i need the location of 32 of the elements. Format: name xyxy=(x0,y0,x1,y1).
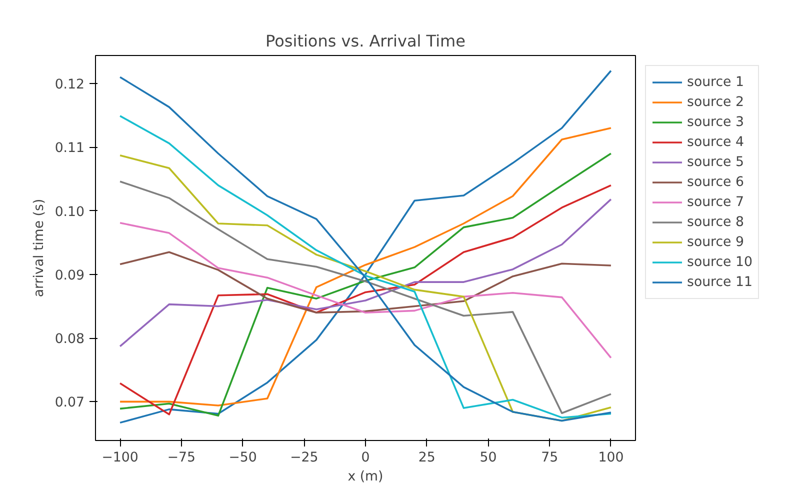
x-tick-label: 25 xyxy=(418,450,436,466)
x-tick-label: 0 xyxy=(361,450,370,466)
y-axis-title: arrival time (s) xyxy=(32,198,47,298)
x-tick-label: 75 xyxy=(541,450,558,466)
line-series xyxy=(119,222,612,359)
legend-label: source 7 xyxy=(687,194,744,210)
x-tick-label: −50 xyxy=(228,450,257,466)
chart-title: Positions vs. Arrival Time xyxy=(266,32,466,50)
x-tick-label: −25 xyxy=(290,450,318,466)
legend-label: source 8 xyxy=(687,214,744,230)
x-tick-label: −75 xyxy=(167,450,196,466)
y-tick-label: 0.10 xyxy=(54,204,85,220)
x-tick-label: 100 xyxy=(598,450,624,466)
legend-label: source 2 xyxy=(687,94,744,110)
y-tick-label: 0.11 xyxy=(54,141,85,156)
line-series xyxy=(119,198,612,348)
legend-label: source 11 xyxy=(687,274,752,290)
y-tick-label: 0.12 xyxy=(54,78,85,92)
line-series xyxy=(119,251,612,314)
y-tick-label: 0.07 xyxy=(54,396,85,411)
legend-label: source 3 xyxy=(687,114,744,130)
x-tick-label: −100 xyxy=(102,450,138,466)
y-tick-label: 0.09 xyxy=(54,268,85,284)
legend-label: source 10 xyxy=(687,254,752,270)
legend-label: source 6 xyxy=(687,174,744,190)
legend-label: source 9 xyxy=(687,234,744,250)
legend-label: source 5 xyxy=(687,154,744,170)
legend-label: source 4 xyxy=(687,134,744,150)
legend-label: source 1 xyxy=(687,74,744,90)
x-tick-label: 50 xyxy=(480,450,497,466)
x-axis-title: x (m) xyxy=(348,470,384,484)
y-tick-label: 0.08 xyxy=(54,332,85,348)
